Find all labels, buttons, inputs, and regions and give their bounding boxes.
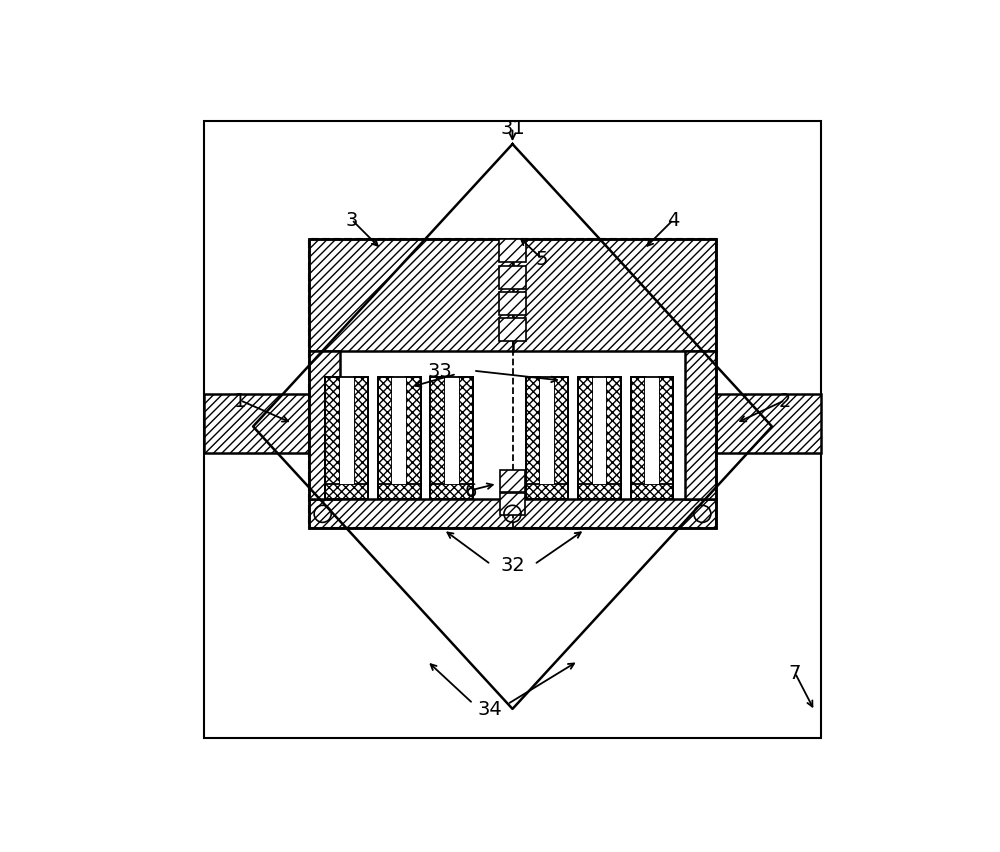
Bar bbox=[554, 377, 568, 499]
Bar bbox=[378, 377, 421, 499]
Text: 33: 33 bbox=[428, 362, 453, 381]
Bar bbox=[340, 352, 685, 499]
Bar bbox=[526, 377, 568, 499]
Bar bbox=[325, 485, 368, 499]
Bar bbox=[499, 266, 526, 289]
Bar bbox=[340, 377, 354, 485]
Text: 5: 5 bbox=[536, 250, 548, 269]
Bar bbox=[406, 377, 421, 499]
Bar bbox=[659, 377, 673, 499]
Bar bbox=[378, 485, 421, 499]
Text: 3: 3 bbox=[345, 210, 358, 230]
Bar bbox=[499, 240, 526, 263]
Bar bbox=[392, 377, 406, 485]
Bar bbox=[325, 377, 340, 499]
Bar bbox=[578, 377, 593, 499]
Bar bbox=[500, 494, 525, 515]
Bar bbox=[430, 377, 473, 499]
Bar bbox=[445, 377, 459, 485]
Bar bbox=[499, 292, 526, 315]
Bar bbox=[631, 377, 673, 499]
Bar bbox=[309, 240, 716, 528]
Bar bbox=[430, 485, 473, 499]
Bar bbox=[309, 352, 340, 499]
Bar bbox=[606, 377, 621, 499]
Bar bbox=[578, 485, 621, 499]
Bar bbox=[631, 377, 645, 499]
Bar bbox=[354, 377, 368, 499]
Text: 32: 32 bbox=[500, 556, 525, 574]
Bar bbox=[631, 485, 673, 499]
Bar bbox=[309, 240, 716, 528]
Bar bbox=[645, 377, 659, 485]
Text: 31: 31 bbox=[500, 119, 525, 138]
Text: 7: 7 bbox=[789, 664, 801, 682]
Bar bbox=[526, 485, 568, 499]
Bar bbox=[593, 377, 606, 485]
Text: 2: 2 bbox=[779, 391, 791, 410]
Bar bbox=[685, 352, 716, 499]
Bar bbox=[578, 377, 621, 499]
Bar bbox=[378, 377, 392, 499]
Text: 6: 6 bbox=[465, 481, 477, 500]
Bar bbox=[500, 471, 525, 492]
Text: 4: 4 bbox=[667, 210, 680, 230]
Bar bbox=[309, 240, 716, 352]
Bar bbox=[325, 377, 368, 499]
Bar bbox=[526, 377, 540, 499]
Text: 34: 34 bbox=[477, 699, 502, 718]
Bar bbox=[309, 499, 716, 528]
Text: 1: 1 bbox=[234, 391, 246, 410]
Bar bbox=[430, 377, 445, 499]
Bar bbox=[540, 377, 554, 485]
Bar bbox=[716, 394, 821, 453]
Bar bbox=[459, 377, 473, 499]
Bar bbox=[204, 394, 309, 453]
Bar bbox=[499, 319, 526, 342]
